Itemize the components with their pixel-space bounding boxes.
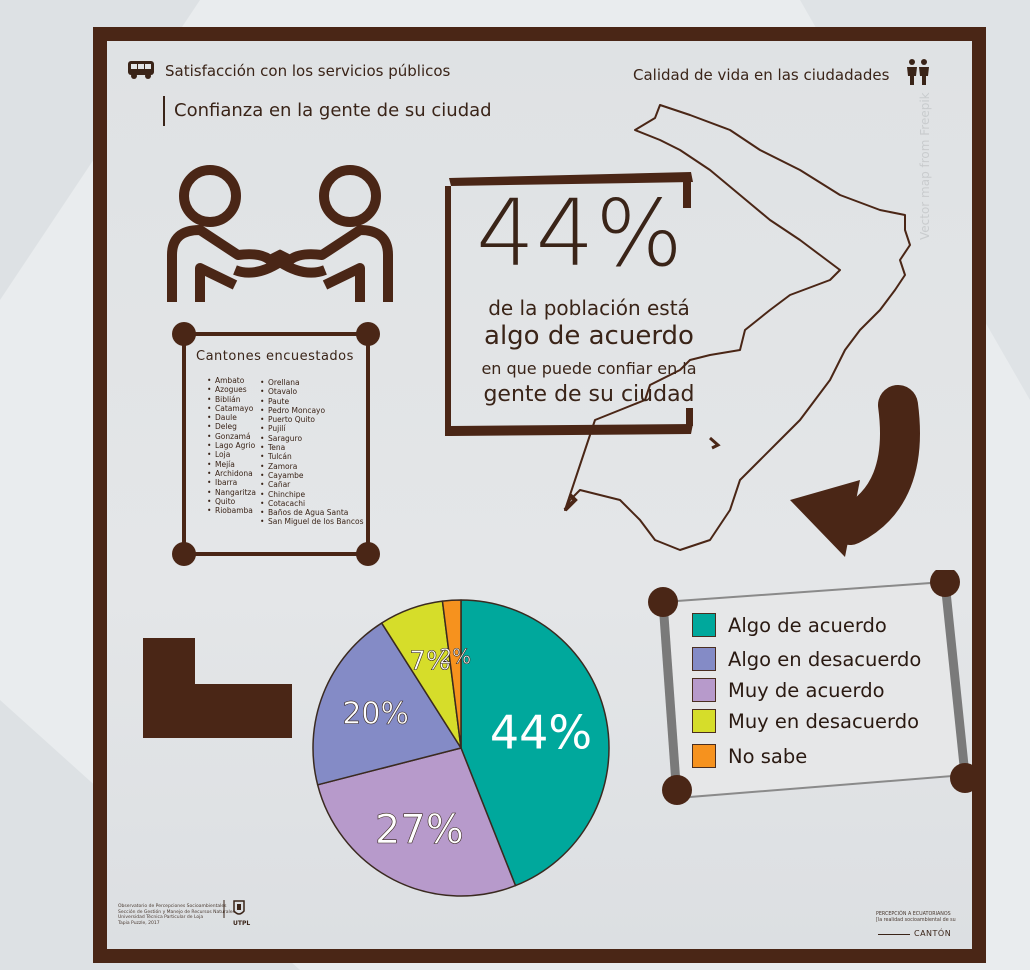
canton-item: Baños de Agua Santa: [260, 508, 363, 518]
canton-item: Cayambe: [260, 471, 363, 481]
legend-box: [648, 570, 980, 805]
legend-label: Muy en desacuerdo: [728, 709, 920, 733]
canton-item: Chinchipe: [260, 490, 363, 500]
subtitle-bar: [163, 96, 165, 126]
footer-right-line: [la realidad socioambiental de su: [876, 918, 956, 923]
footer-credits: Observatorio de Percepciones Socioambien…: [118, 904, 235, 926]
canton-item: Riobamba: [207, 506, 256, 516]
legend-label: Muy de acuerdo: [728, 678, 885, 702]
cantones-box: [172, 322, 380, 566]
canton-item: Quito: [207, 497, 256, 507]
people-icon: [907, 59, 929, 85]
cantones-list-col1: Ambato Azogues Biblián Catamayo Daule De…: [207, 376, 256, 516]
pie-slice-label: 44%: [490, 706, 592, 760]
footer-credit-line: Observatorio de Percepciones Socioambien…: [118, 904, 227, 909]
pie-slice: [441, 599, 462, 749]
canton-item: Paute: [260, 397, 363, 407]
header-left-title: Satisfacción con los servicios públicos: [165, 62, 451, 80]
canton-item: Catamayo: [207, 404, 256, 414]
legend-swatch: [692, 613, 716, 637]
legend-item: Muy en desacuerdo: [692, 709, 919, 733]
footer-right-line: PERCEPCIÓN A ECUATORIANOS: [876, 912, 951, 917]
canton-item: Otavalo: [260, 387, 363, 397]
canton-item: Zamora: [260, 462, 363, 472]
canton-item: Biblián: [207, 395, 256, 405]
legend-label: No sabe: [728, 744, 808, 768]
footer-credit-line: Universidad Técnica Particular de Loja: [118, 915, 204, 920]
canton-item: Puerto Quito: [260, 415, 363, 425]
footer-credit-line: Tapia Puzzle, 2017: [118, 920, 160, 926]
curved-arrow-icon: [790, 385, 920, 557]
canton-item: Pedro Moncayo: [260, 406, 363, 416]
canton-line: [878, 934, 910, 935]
pie-slice: [312, 622, 462, 786]
cantones-title: Cantones encuestados: [196, 349, 354, 364]
pie-labels: 44% 27% 20%7%2%: [342, 644, 592, 853]
canton-item: Mejía: [207, 460, 256, 470]
bus-icon: [128, 61, 154, 79]
canton-item: Lago Agrio: [207, 441, 256, 451]
utpl-logo: [223, 900, 245, 918]
legend-item: Algo de acuerdo: [692, 613, 887, 637]
legend-swatch: [692, 647, 716, 671]
legend-label: Algo en desacuerdo: [728, 647, 922, 671]
cantones-list-col2: Orellana Otavalo Paute Pedro Moncayo Pue…: [260, 378, 363, 527]
utpl-logo-text: UTPL: [233, 920, 251, 927]
canton-label: CANTÓN: [914, 929, 952, 938]
canton-item: Tena: [260, 443, 363, 453]
legend-swatch: [692, 744, 716, 768]
stat-line-2: algo de acuerdo: [484, 321, 694, 351]
legend-swatch: [692, 678, 716, 702]
pie-chart: 44% 27% 20%7%2%: [312, 599, 610, 897]
footer-right-text: PERCEPCIÓN A ECUATORIANOS [la realidad s…: [876, 912, 956, 924]
canton-item: Tulcán: [260, 452, 363, 462]
canton-item: Orellana: [260, 378, 363, 388]
canton-item: Daule: [207, 413, 256, 423]
canton-item: Ambato: [207, 376, 256, 386]
pie-slice-label: 20%: [342, 697, 409, 732]
canton-item: San Miguel de los Bancos: [260, 517, 363, 527]
canton-item: Deleg: [207, 422, 256, 432]
legend-swatch: [692, 709, 716, 733]
pie-slice-label: 2%: [439, 644, 471, 668]
pie-slices: [312, 599, 610, 897]
legend-item: No sabe: [692, 744, 807, 768]
legend-item: Algo en desacuerdo: [692, 647, 921, 671]
legend-label: Algo de acuerdo: [728, 613, 887, 637]
canton-item: Pujilí: [260, 424, 363, 434]
watermark: Vector map from Freepik: [918, 92, 932, 240]
canton-item: Archidona: [207, 469, 256, 479]
stat-line-1: de la población está: [488, 296, 690, 320]
canton-item: Cotacachi: [260, 499, 363, 509]
subtitle: Confianza en la gente de su ciudad: [174, 100, 492, 121]
canton-item: Saraguro: [260, 434, 363, 444]
footer-credit-line: Sección de Gestión y Manejo de Recursos …: [118, 909, 235, 915]
stat-percent: 44%: [476, 180, 684, 287]
decorative-block: [143, 638, 292, 738]
canton-item: Nangaritza: [207, 488, 256, 498]
pie-slice-label: 7%: [409, 647, 450, 677]
pie-slice: [460, 599, 610, 887]
header-right-title: Calidad de vida en las ciudadades: [633, 66, 890, 84]
canton-item: Gonzamá: [207, 432, 256, 442]
stat-line-4: gente de su ciudad: [483, 382, 695, 407]
canton-item: Ibarra: [207, 478, 256, 488]
legend-item: Muy de acuerdo: [692, 678, 885, 702]
handshake-icon: [167, 165, 393, 302]
pie-slice-label: 27%: [375, 807, 464, 853]
canton-item: Azogues: [207, 385, 256, 395]
stat-line-3: en que puede confiar en la: [481, 359, 697, 378]
canton-item: Cañar: [260, 480, 363, 490]
pie-slice: [316, 747, 517, 897]
canton-item: Loja: [207, 450, 256, 460]
ecuador-map-outline: [563, 104, 911, 551]
stat-box: [445, 172, 693, 436]
